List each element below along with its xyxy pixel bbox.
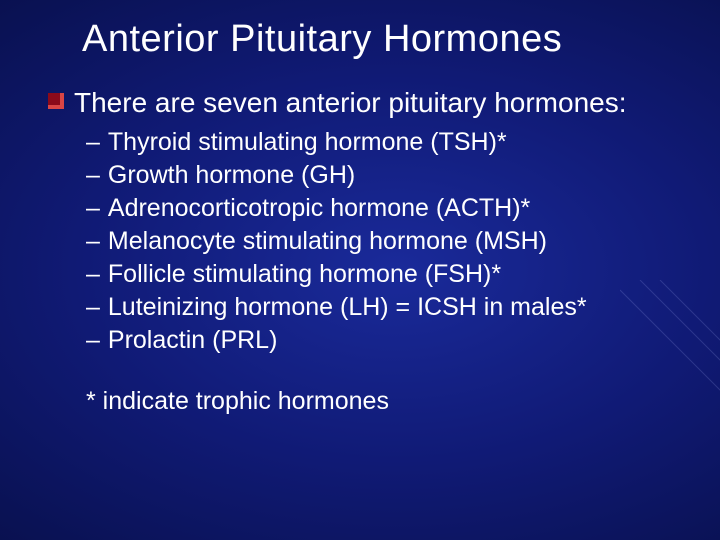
list-item-text: Luteinizing hormone (LH) = ICSH in males… [108,291,587,324]
dash-icon: – [86,258,100,291]
dash-icon: – [86,126,100,159]
list-item: –Thyroid stimulating hormone (TSH)* [86,126,680,159]
list-item: –Prolactin (PRL) [86,324,680,357]
list-item-text: Prolactin (PRL) [108,324,278,357]
dash-icon: – [86,291,100,324]
slide-title: Anterior Pituitary Hormones [82,18,680,61]
dash-icon: – [86,225,100,258]
main-bullet-text: There are seven anterior pituitary hormo… [74,85,627,120]
list-item-text: Thyroid stimulating hormone (TSH)* [108,126,507,159]
main-bullet-row: There are seven anterior pituitary hormo… [48,85,680,120]
slide-content: There are seven anterior pituitary hormo… [48,85,680,416]
list-item: –Adrenocorticotropic hormone (ACTH)* [86,192,680,225]
list-item-text: Follicle stimulating hormone (FSH)* [108,258,501,291]
list-item: –Growth hormone (GH) [86,159,680,192]
list-item: –Melanocyte stimulating hormone (MSH) [86,225,680,258]
list-item: –Follicle stimulating hormone (FSH)* [86,258,680,291]
hormone-list: –Thyroid stimulating hormone (TSH)* –Gro… [86,126,680,357]
list-item-text: Adrenocorticotropic hormone (ACTH)* [108,192,530,225]
slide-container: Anterior Pituitary Hormones There are se… [0,0,720,540]
list-item: –Luteinizing hormone (LH) = ICSH in male… [86,291,680,324]
dash-icon: – [86,159,100,192]
footnote-text: * indicate trophic hormones [86,387,680,416]
dash-icon: – [86,324,100,357]
list-item-text: Melanocyte stimulating hormone (MSH) [108,225,547,258]
list-item-text: Growth hormone (GH) [108,159,355,192]
square-bullet-icon [48,93,64,109]
dash-icon: – [86,192,100,225]
